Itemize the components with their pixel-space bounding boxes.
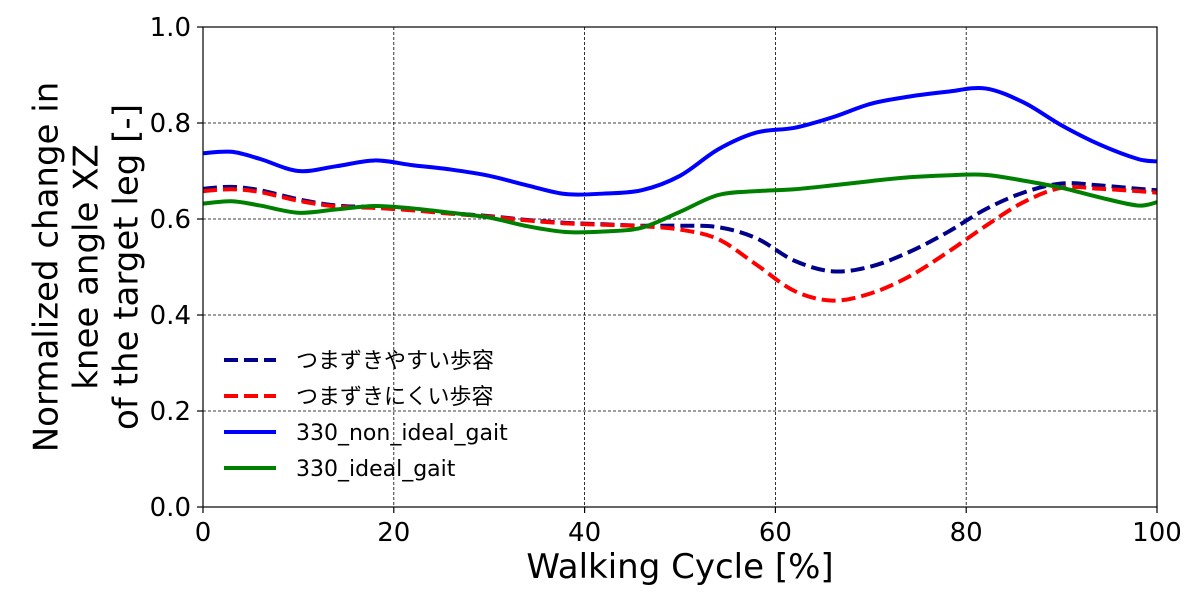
legend-label: 330_ideal_gait: [296, 457, 456, 482]
y-tick-label: 0.6: [150, 205, 191, 235]
y-axis-label-line: Normalized change in: [27, 82, 67, 453]
plot-area: [203, 27, 1157, 507]
series-line-4: [202, 172, 1158, 235]
legend-label: 330_non_ideal_gait: [296, 421, 508, 446]
x-tick-label: 80: [950, 518, 983, 548]
y-axis-label-line: knee angle XZ: [67, 144, 107, 390]
y-tick-label: 0.8: [150, 109, 191, 139]
legend-label: つまずきやすい歩容: [296, 349, 494, 374]
y-tick-label: 1.0: [150, 13, 191, 43]
series-line-3: [202, 86, 1158, 197]
x-tick-label: 0: [195, 518, 212, 548]
x-axis-label: Walking Cycle [%]: [526, 547, 833, 587]
x-tick-label: 20: [377, 518, 410, 548]
x-tick-label: 40: [568, 518, 601, 548]
y-tick-label: 0.2: [150, 397, 191, 427]
plot-frame: [202, 26, 1158, 508]
legend-label: つまずきにくい歩容: [296, 385, 494, 410]
y-axis-label-line: of the target leg [-]: [107, 104, 147, 430]
x-tick-label: 60: [759, 518, 792, 548]
y-tick-label: 0.0: [150, 493, 191, 523]
y-tick-label: 0.4: [150, 301, 191, 331]
x-tick-label: 100: [1132, 518, 1182, 548]
